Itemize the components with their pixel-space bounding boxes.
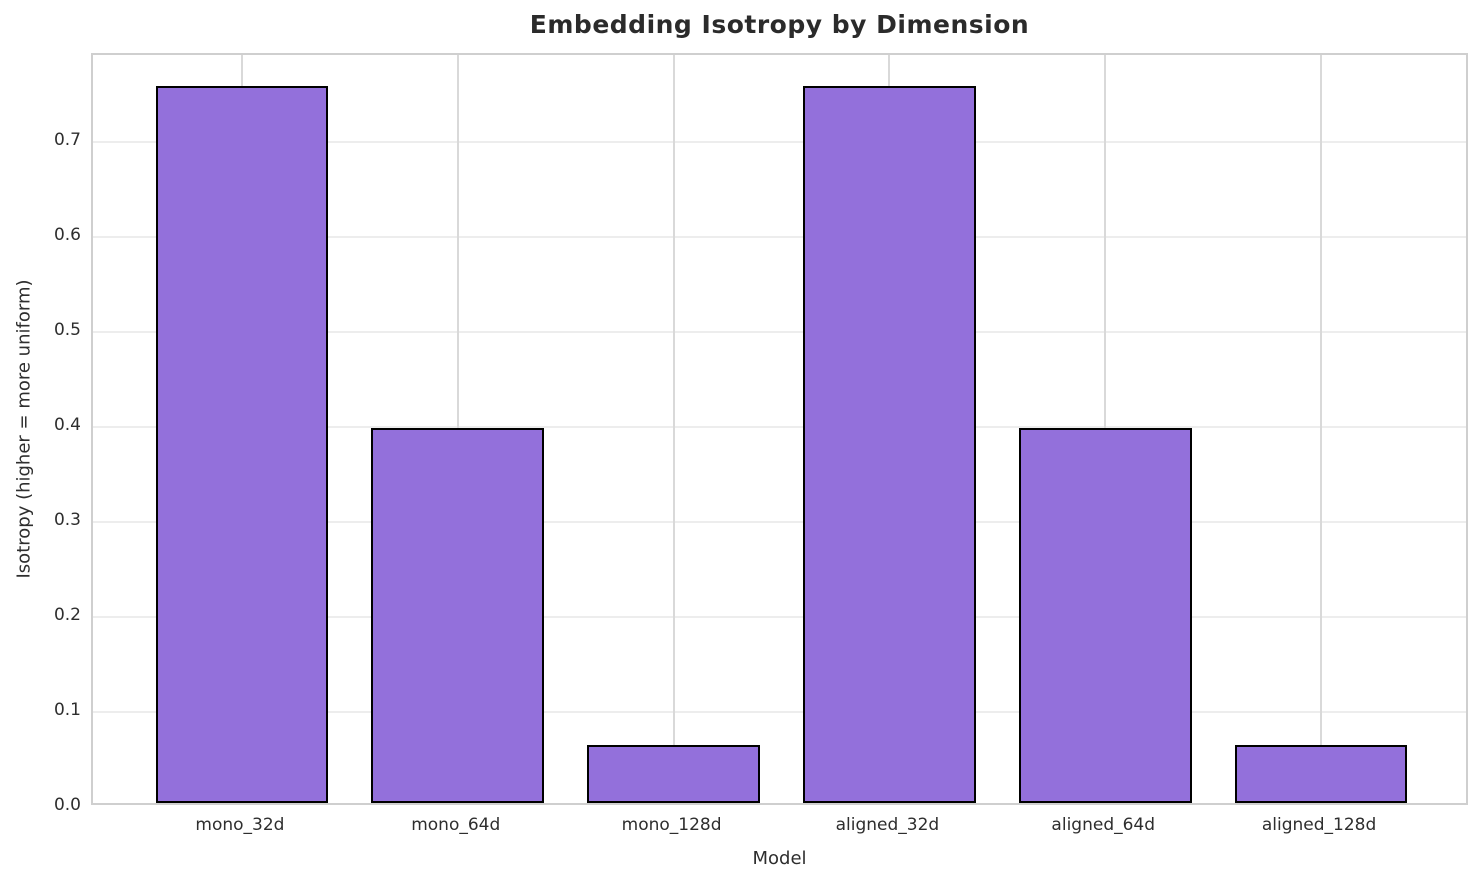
bar	[803, 85, 976, 803]
x-tick-label: aligned_64d	[1051, 815, 1156, 835]
bar	[1018, 427, 1192, 803]
plot-area	[91, 53, 1468, 805]
bar	[371, 427, 545, 803]
y-tick-label: 0.0	[53, 795, 81, 815]
x-tick-label: mono_32d	[195, 815, 285, 835]
x-tick-label: mono_64d	[411, 815, 501, 835]
bar	[155, 85, 329, 803]
y-tick-label: 0.7	[53, 129, 81, 150]
y-tick-label: 0.5	[53, 319, 81, 340]
y-tick-label: 0.1	[53, 699, 81, 720]
bar	[1234, 745, 1408, 803]
gridline-horizontal	[93, 330, 1466, 333]
y-tick-label: 0.6	[53, 224, 81, 245]
x-tick-label: aligned_128d	[1261, 815, 1377, 835]
gridline-horizontal	[93, 615, 1466, 618]
gridline-horizontal	[93, 140, 1466, 143]
bar	[587, 745, 760, 803]
chart-title: Embedding Isotropy by Dimension	[529, 10, 1030, 39]
gridline-horizontal	[93, 520, 1466, 523]
gridline-horizontal	[93, 235, 1466, 238]
gridline-horizontal	[93, 425, 1466, 428]
gridline-horizontal	[93, 710, 1466, 713]
y-tick-label: 0.2	[53, 604, 81, 625]
y-tick-label: 0.3	[53, 509, 81, 530]
x-tick-label: mono_128d	[621, 815, 722, 835]
gridline-vertical	[1320, 55, 1323, 803]
x-axis-label: Model	[752, 848, 807, 869]
y-tick-label: 0.4	[53, 414, 81, 435]
x-tick-label: aligned_32d	[835, 815, 940, 835]
gridline-vertical	[672, 55, 675, 803]
